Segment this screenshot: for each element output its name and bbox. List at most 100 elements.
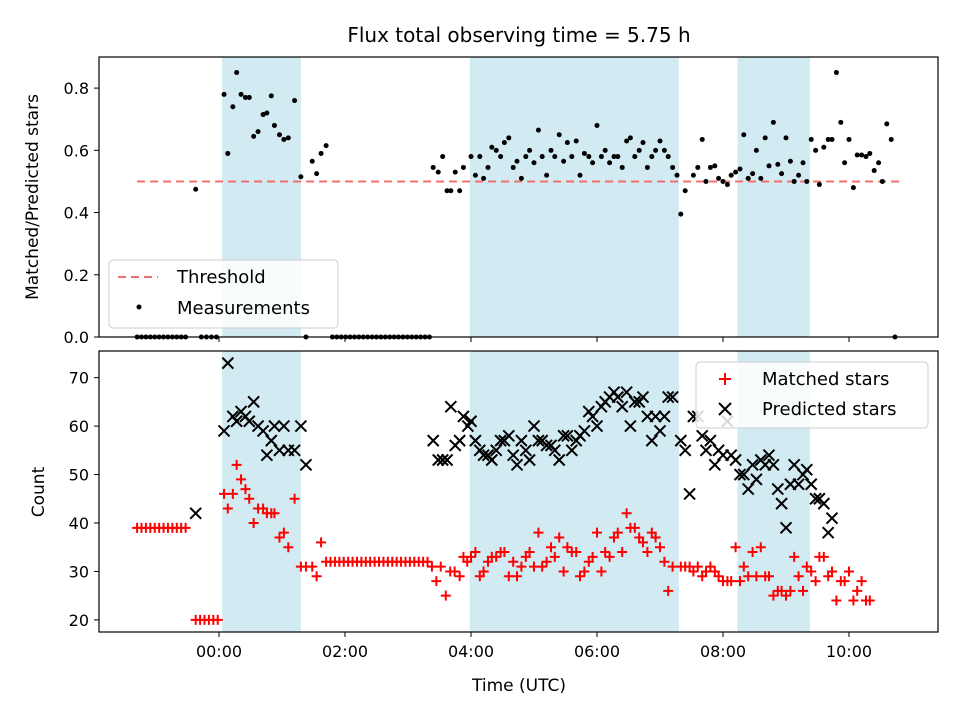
- matched-stars-point: [537, 561, 548, 572]
- predicted-stars-point: [540, 439, 553, 452]
- predicted-stars-point: [704, 434, 717, 447]
- x-tick-label: 10:00: [826, 642, 872, 661]
- measurement-point: [884, 121, 890, 127]
- measurement-point: [531, 160, 537, 166]
- measurement-point: [661, 147, 667, 153]
- matched-stars-point: [738, 561, 749, 572]
- predicted-stars-point: [771, 482, 785, 496]
- predicted-stars-point: [256, 424, 270, 438]
- bottom-y-tick-label: 50: [69, 466, 89, 485]
- predicted-stars-point: [432, 453, 445, 467]
- predicted-stars-point: [217, 424, 231, 438]
- measurement-point: [766, 163, 772, 169]
- measurement-point: [800, 160, 806, 166]
- measurement-point: [514, 158, 520, 164]
- matched-stars-point: [571, 547, 582, 558]
- predicted-stars-point: [489, 444, 503, 457]
- matched-stars-point: [789, 551, 800, 562]
- measurement-point: [314, 171, 320, 177]
- x-axis-label: Time (UTC): [471, 676, 566, 696]
- predicted-stars-point: [189, 507, 202, 520]
- measurement-point: [477, 154, 483, 160]
- measurement-point: [318, 150, 324, 156]
- measurement-point: [246, 94, 252, 100]
- measurement-point: [695, 164, 701, 170]
- measurement-point: [581, 150, 587, 156]
- predicted-stars-point: [779, 521, 793, 535]
- predicted-stars-point: [273, 444, 286, 457]
- predicted-stars-point: [733, 468, 747, 481]
- measurement-point: [619, 164, 625, 170]
- predicted-stars-point: [457, 410, 470, 423]
- predicted-stars-point: [299, 458, 313, 472]
- matched-stars-point: [511, 571, 522, 582]
- top-y-tick-label: 0.0: [64, 328, 89, 347]
- measurement-point: [457, 188, 463, 194]
- matched-stars-point: [637, 537, 648, 548]
- matched-stars-point: [826, 566, 837, 577]
- predicted-stars-point: [548, 444, 561, 457]
- matched-stars-point: [650, 532, 661, 543]
- measurement-point: [821, 144, 827, 150]
- matched-stars-point: [692, 561, 703, 572]
- measurement-point: [733, 169, 739, 175]
- matched-stars-point: [491, 551, 502, 562]
- predicted-stars-point: [277, 419, 291, 433]
- x-tick-label: 04:00: [448, 642, 494, 661]
- measurement-point: [745, 175, 751, 181]
- x-tick-label: 02:00: [322, 642, 368, 661]
- top-panel: 0.00.20.40.60.8 Matched/Predicted stars …: [23, 56, 939, 347]
- matched-stars-point: [629, 522, 640, 533]
- matched-stars-point: [747, 547, 758, 558]
- predicted-stars-point: [674, 434, 687, 447]
- matched-stars-point: [449, 566, 460, 577]
- matched-stars-point: [269, 508, 280, 519]
- predicted-stars-point: [436, 453, 449, 467]
- predicted-stars-point: [653, 424, 667, 438]
- measurement-point: [435, 169, 441, 175]
- measurement-point: [796, 172, 802, 178]
- matched-stars-point: [454, 571, 465, 582]
- matched-stars-point: [431, 576, 442, 587]
- measurement-point: [561, 158, 567, 164]
- measurement-point: [670, 164, 676, 170]
- x-tick-label: 06:00: [574, 642, 620, 661]
- measurement-point: [846, 136, 852, 142]
- measurement-point: [602, 147, 608, 153]
- predicted-stars-point: [800, 463, 813, 476]
- measurement-point: [489, 144, 495, 150]
- measurement-point: [510, 164, 516, 170]
- matched-stars-point: [612, 527, 623, 538]
- predicted-stars-point: [611, 390, 624, 404]
- matched-stars-point: [768, 590, 779, 601]
- matched-stars-point: [839, 576, 850, 587]
- measurement-point: [682, 188, 688, 194]
- matched-stars-point: [751, 571, 762, 582]
- predicted-stars-point: [658, 410, 671, 423]
- predicted-stars-point: [696, 429, 709, 442]
- measurement-point: [808, 136, 814, 142]
- predicted-stars-point: [519, 444, 533, 457]
- measurement-point: [234, 70, 240, 76]
- predicted-stars-point: [624, 419, 637, 433]
- matched-stars-point: [212, 614, 223, 625]
- matched-stars-point: [440, 590, 451, 601]
- matched-stars-point: [231, 459, 242, 470]
- measurement-point: [448, 188, 454, 194]
- matched-stars-point: [240, 484, 251, 495]
- matched-stars-point: [592, 527, 602, 538]
- matched-stars-point: [617, 547, 628, 558]
- measurement-point: [842, 160, 848, 166]
- predicted-stars-point: [804, 478, 818, 491]
- predicted-stars-point: [552, 453, 566, 467]
- matched-stars-point: [549, 551, 560, 562]
- predicted-stars-point: [649, 410, 662, 423]
- measurement-point: [498, 154, 504, 160]
- measurement-point: [783, 135, 789, 141]
- predicted-stars-point: [221, 356, 235, 370]
- chart-title: Flux total observing time = 5.75 h: [347, 23, 690, 47]
- measurement-point: [791, 178, 797, 184]
- matched-stars-point: [642, 547, 653, 558]
- measurement-point: [444, 188, 450, 194]
- bottom-y-tick-label: 40: [69, 514, 89, 533]
